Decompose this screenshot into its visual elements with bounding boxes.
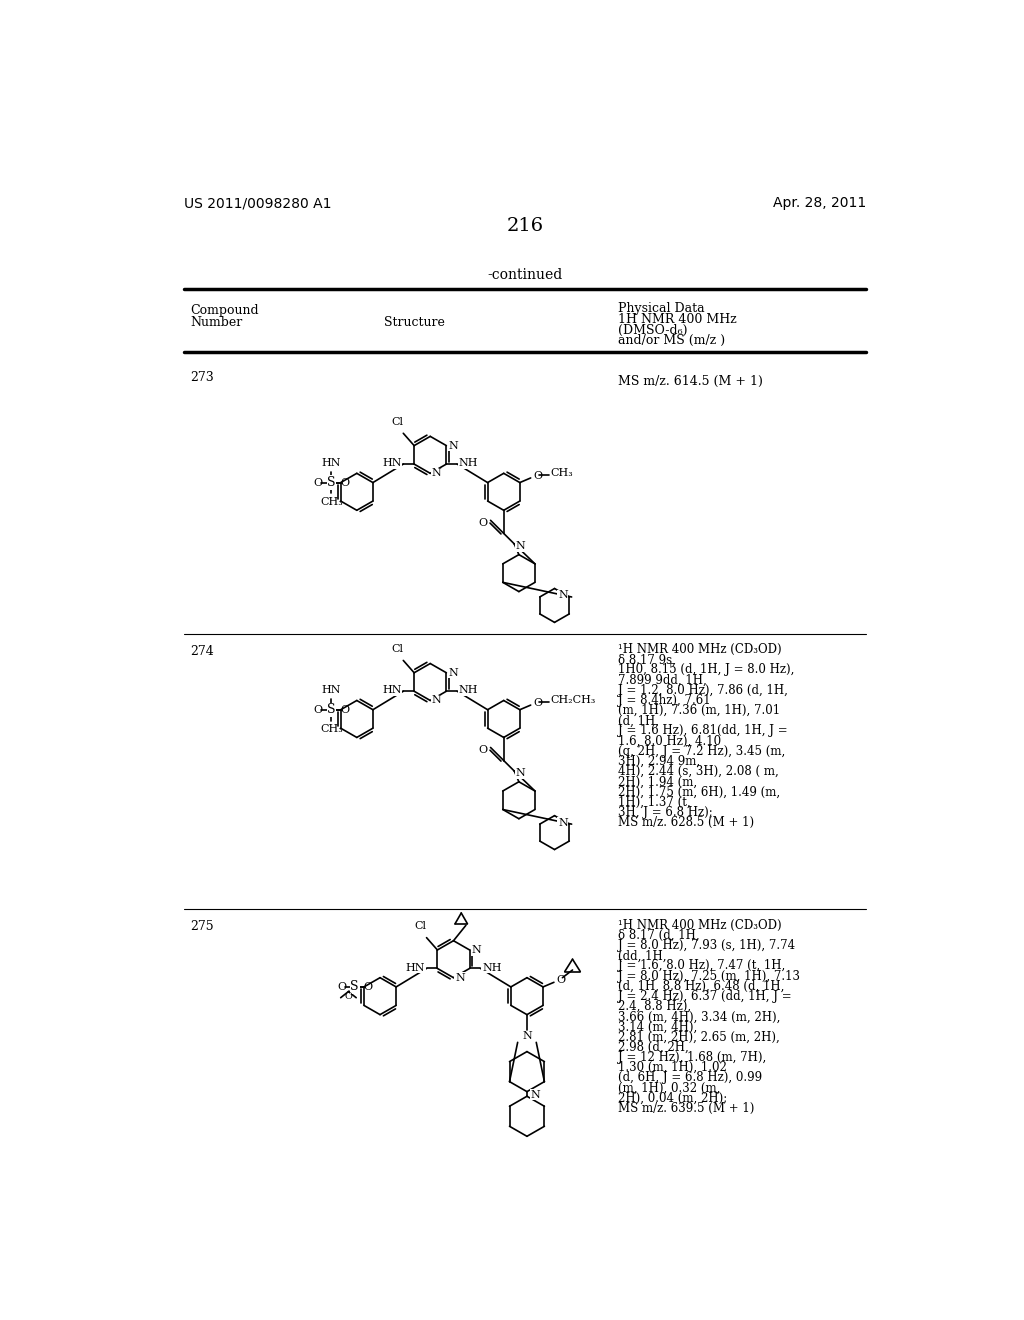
Text: J = 8.0 Hz), 7.25 (m, 1H), 7.13: J = 8.0 Hz), 7.25 (m, 1H), 7.13	[617, 970, 800, 982]
Text: (q, 2H, J = 7.2 Hz), 3.45 (m,: (q, 2H, J = 7.2 Hz), 3.45 (m,	[617, 744, 785, 758]
Text: CH₃: CH₃	[321, 498, 343, 507]
Text: and/or MS (m/z ): and/or MS (m/z )	[617, 334, 725, 347]
Text: 1H), 1.37 (t,: 1H), 1.37 (t,	[617, 796, 690, 809]
Text: O: O	[344, 991, 352, 1001]
Text: 2.4, 8.8 Hz),: 2.4, 8.8 Hz),	[617, 1001, 691, 1014]
Text: 1.6, 8.0 Hz), 4.10: 1.6, 8.0 Hz), 4.10	[617, 735, 721, 747]
Text: MS m/z. 614.5 (M + 1): MS m/z. 614.5 (M + 1)	[617, 375, 763, 388]
Text: J = 1.6, 8.0 Hz), 7.47 (t, 1H,: J = 1.6, 8.0 Hz), 7.47 (t, 1H,	[617, 960, 785, 973]
Text: O: O	[478, 744, 487, 755]
Text: NH: NH	[459, 458, 478, 469]
Text: N: N	[449, 668, 459, 677]
Text: 2.98 (d, 2H,: 2.98 (d, 2H,	[617, 1040, 688, 1053]
Text: 275: 275	[190, 920, 214, 933]
Text: 2.81 (m, 2H), 2.65 (m, 2H),: 2.81 (m, 2H), 2.65 (m, 2H),	[617, 1031, 779, 1044]
Text: MS m/z. 639.5 (M + 1): MS m/z. 639.5 (M + 1)	[617, 1102, 754, 1115]
Text: O: O	[340, 705, 349, 714]
Text: Cl: Cl	[391, 417, 403, 428]
Text: Apr. 28, 2011: Apr. 28, 2011	[772, 197, 866, 210]
Text: CH₃: CH₃	[321, 725, 343, 734]
Text: HN: HN	[382, 685, 401, 696]
Text: 2H), 0.04 (m, 2H);: 2H), 0.04 (m, 2H);	[617, 1092, 727, 1105]
Text: N: N	[516, 768, 525, 779]
Text: CH₂CH₃: CH₂CH₃	[551, 694, 596, 705]
Text: S: S	[350, 981, 358, 994]
Text: O: O	[532, 698, 542, 708]
Text: O: O	[478, 517, 487, 528]
Text: -continued: -continued	[487, 268, 562, 282]
Text: 2H), 1.94 (m,: 2H), 1.94 (m,	[617, 775, 697, 788]
Text: (d, 6H, J = 6.8 Hz), 0.99: (d, 6H, J = 6.8 Hz), 0.99	[617, 1072, 762, 1084]
Text: 1H0, 8.15 (d, 1H, J = 8.0 Hz),: 1H0, 8.15 (d, 1H, J = 8.0 Hz),	[617, 664, 795, 676]
Text: NH: NH	[459, 685, 478, 696]
Text: Structure: Structure	[384, 315, 445, 329]
Text: O: O	[364, 982, 373, 991]
Text: N: N	[530, 1090, 540, 1100]
Text: N: N	[558, 817, 567, 828]
Text: N: N	[449, 441, 459, 450]
Text: Physical Data: Physical Data	[617, 302, 705, 315]
Text: US 2011/0098280 A1: US 2011/0098280 A1	[183, 197, 332, 210]
Text: (dd, 1H,: (dd, 1H,	[617, 949, 667, 962]
Text: 273: 273	[190, 371, 214, 384]
Text: MS m/z. 628.5 (M + 1): MS m/z. 628.5 (M + 1)	[617, 816, 754, 829]
Text: O: O	[313, 705, 323, 714]
Text: N: N	[522, 1031, 531, 1041]
Text: O: O	[532, 471, 542, 480]
Text: N: N	[455, 973, 465, 982]
Text: NH: NH	[482, 962, 502, 973]
Text: O: O	[556, 975, 565, 985]
Text: N: N	[432, 469, 441, 478]
Text: ¹H NMR 400 MHz (CD₃OD): ¹H NMR 400 MHz (CD₃OD)	[617, 919, 781, 932]
Text: J = 8.4hz), 7.61: J = 8.4hz), 7.61	[617, 694, 711, 708]
Text: (m, 1H), 0.32 (m,: (m, 1H), 0.32 (m,	[617, 1081, 720, 1094]
Text: J = 8.0 Hz), 7.93 (s, 1H), 7.74: J = 8.0 Hz), 7.93 (s, 1H), 7.74	[617, 939, 795, 952]
Text: (DMSO-d₆): (DMSO-d₆)	[617, 323, 687, 337]
Text: (m, 1H), 7.36 (m, 1H), 7.01: (m, 1H), 7.36 (m, 1H), 7.01	[617, 704, 780, 717]
Text: 216: 216	[506, 218, 544, 235]
Text: 2H), 1.75 (m, 6H), 1.49 (m,: 2H), 1.75 (m, 6H), 1.49 (m,	[617, 785, 780, 799]
Text: 274: 274	[190, 644, 214, 657]
Text: 4H), 2.44 (s, 3H), 2.08 ( m,: 4H), 2.44 (s, 3H), 2.08 ( m,	[617, 766, 778, 777]
Text: δ 8.17 9s,: δ 8.17 9s,	[617, 653, 676, 667]
Text: 3.66 (m, 4H), 3.34 (m, 2H),: 3.66 (m, 4H), 3.34 (m, 2H),	[617, 1010, 780, 1023]
Text: N: N	[472, 945, 481, 954]
Text: J = 12 Hz), 1.68 (m, 7H),: J = 12 Hz), 1.68 (m, 7H),	[617, 1051, 766, 1064]
Text: N: N	[558, 590, 567, 601]
Text: HN: HN	[322, 458, 341, 469]
Text: CH₃: CH₃	[551, 467, 573, 478]
Text: O: O	[340, 478, 349, 487]
Text: O: O	[313, 478, 323, 487]
Text: Cl: Cl	[391, 644, 403, 655]
Text: (d, 1H,: (d, 1H,	[617, 714, 658, 727]
Text: ¹H NMR 400 MHz (CD₃OD): ¹H NMR 400 MHz (CD₃OD)	[617, 643, 781, 656]
Text: HN: HN	[406, 962, 425, 973]
Text: 3H), 2.94 9m,: 3H), 2.94 9m,	[617, 755, 700, 768]
Text: 1.30 (m, 1H), 1.02: 1.30 (m, 1H), 1.02	[617, 1061, 727, 1074]
Text: O: O	[337, 982, 346, 991]
Text: 7.899 9dd, 1H,: 7.899 9dd, 1H,	[617, 673, 707, 686]
Text: N: N	[516, 541, 525, 552]
Text: 3H, J = 6.8 Hz);: 3H, J = 6.8 Hz);	[617, 805, 713, 818]
Text: 1H NMR 400 MHz: 1H NMR 400 MHz	[617, 313, 736, 326]
Text: J = 1.2, 8.0 Hz), 7.86 (d, 1H,: J = 1.2, 8.0 Hz), 7.86 (d, 1H,	[617, 684, 787, 697]
Text: Cl: Cl	[415, 921, 426, 932]
Text: S: S	[327, 704, 336, 717]
Text: N: N	[432, 696, 441, 705]
Text: S: S	[327, 477, 336, 490]
Text: J = 2.4 Hz), 6.37 (dd, 1H, J =: J = 2.4 Hz), 6.37 (dd, 1H, J =	[617, 990, 792, 1003]
Text: δ 8.17 (d, 1H,: δ 8.17 (d, 1H,	[617, 929, 699, 942]
Text: Number: Number	[190, 315, 243, 329]
Text: HN: HN	[322, 685, 341, 696]
Text: Compound: Compound	[190, 304, 259, 317]
Text: 3.14 (m, 4H),: 3.14 (m, 4H),	[617, 1020, 697, 1034]
Text: (d, 1H, 8.8 Hz), 6.48 (d, 1H,: (d, 1H, 8.8 Hz), 6.48 (d, 1H,	[617, 979, 784, 993]
Text: J = 1.6 Hz), 6.81(dd, 1H, J =: J = 1.6 Hz), 6.81(dd, 1H, J =	[617, 725, 787, 738]
Text: HN: HN	[382, 458, 401, 469]
